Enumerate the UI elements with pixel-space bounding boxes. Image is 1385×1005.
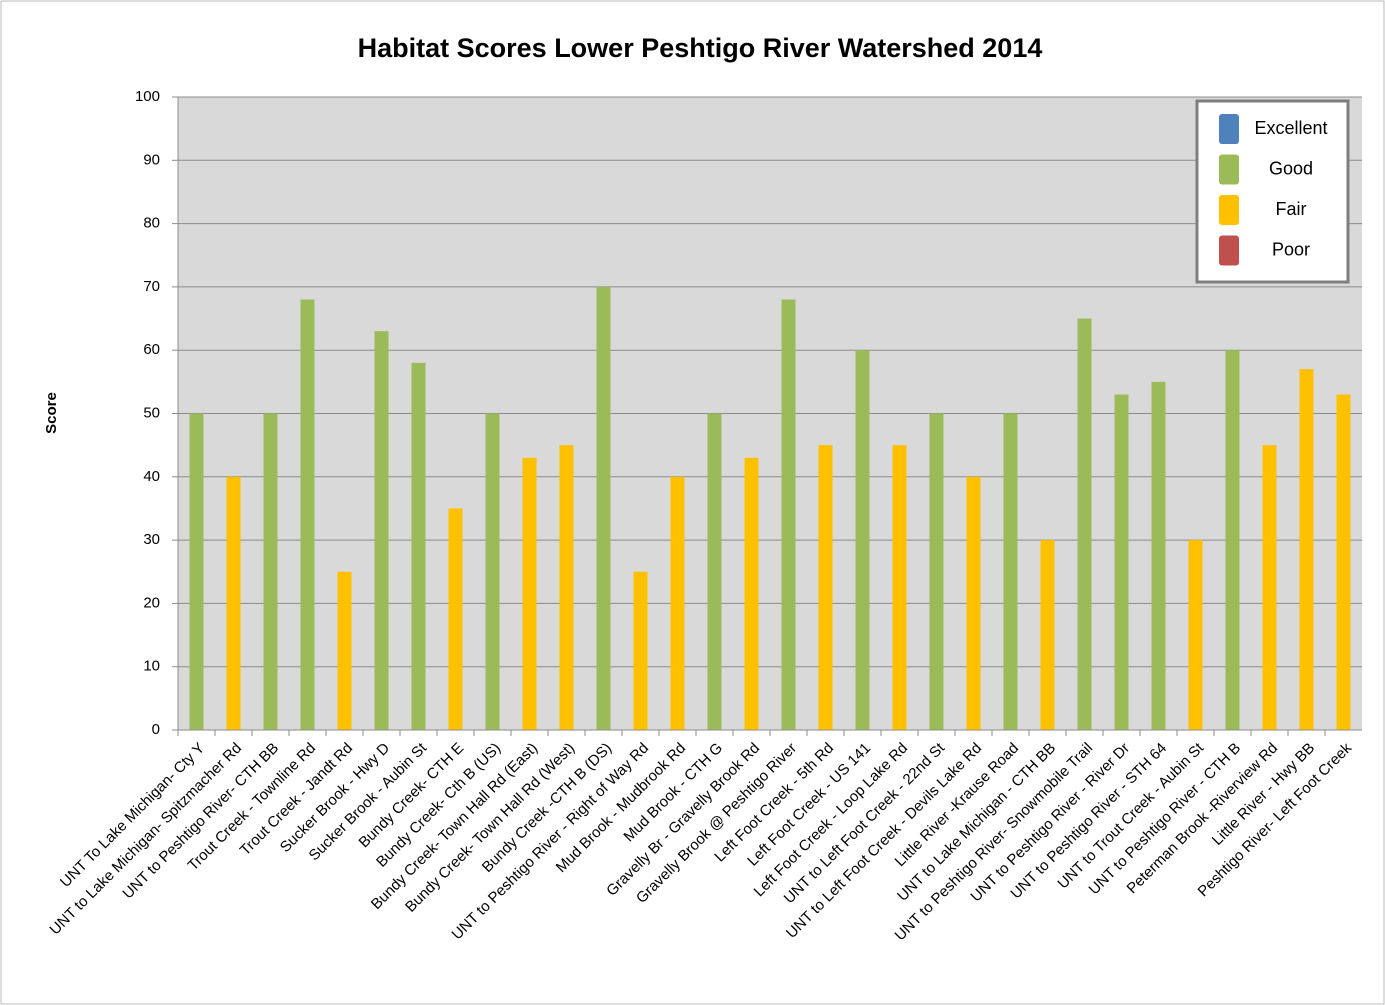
bar: [633, 571, 648, 730]
legend-label: Poor: [1272, 239, 1310, 259]
bar: [522, 457, 537, 730]
bar: [1299, 369, 1314, 730]
bar: [1040, 540, 1055, 730]
y-tick-label: 70: [143, 278, 160, 295]
bar: [670, 476, 685, 730]
legend-label: Good: [1269, 158, 1313, 178]
bar: [818, 445, 833, 730]
bar: [1151, 381, 1166, 730]
y-tick-label: 20: [143, 594, 160, 611]
legend-swatch: [1219, 195, 1239, 225]
bar: [781, 299, 796, 730]
bar: [707, 413, 722, 730]
bar: [1003, 413, 1018, 730]
bar: [596, 286, 611, 730]
bar: [1262, 445, 1277, 730]
y-tick-label: 100: [135, 88, 160, 105]
bar: [929, 413, 944, 730]
bar: [448, 508, 463, 730]
legend-label: Excellent: [1254, 118, 1327, 138]
y-tick-label: 80: [143, 215, 160, 232]
y-axis-label: Score: [43, 392, 60, 434]
bar: [1077, 318, 1092, 730]
bar: [189, 413, 204, 730]
bar: [559, 445, 574, 730]
bar: [1225, 350, 1240, 730]
bar: [1114, 394, 1129, 730]
legend-swatch: [1219, 235, 1239, 266]
bar: [892, 445, 907, 730]
bar: [300, 299, 315, 730]
bar: [374, 331, 389, 730]
bar: [855, 350, 870, 730]
bar: [485, 413, 500, 730]
bar: [226, 476, 241, 730]
y-tick-label: 30: [143, 531, 160, 548]
bar: [1336, 394, 1351, 730]
y-tick-label: 40: [143, 468, 160, 485]
bar: [966, 476, 981, 730]
y-tick-label: 50: [143, 404, 160, 421]
y-tick-label: 0: [152, 721, 160, 738]
legend-swatch: [1219, 114, 1239, 144]
y-tick-label: 90: [143, 151, 160, 168]
bar: [263, 413, 278, 730]
bar: [411, 362, 426, 730]
bar: [744, 457, 759, 730]
legend-label: Fair: [1276, 199, 1307, 219]
chart-title: Habitat Scores Lower Peshtigo River Wate…: [358, 33, 1043, 63]
bar: [337, 571, 352, 730]
bar: [1188, 540, 1203, 730]
y-tick-label: 60: [143, 341, 160, 358]
y-tick-label: 10: [143, 658, 160, 675]
legend-swatch: [1219, 154, 1239, 185]
